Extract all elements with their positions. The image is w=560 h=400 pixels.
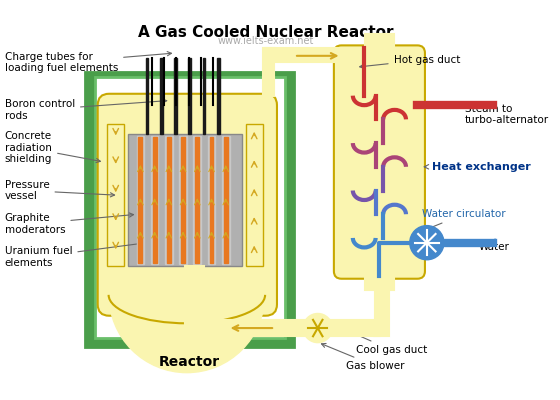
FancyBboxPatch shape xyxy=(85,72,294,347)
Bar xyxy=(151,136,158,264)
Bar xyxy=(185,266,204,338)
Bar xyxy=(195,137,199,263)
Bar xyxy=(165,136,172,264)
Circle shape xyxy=(304,314,332,342)
Bar xyxy=(188,58,191,134)
Bar xyxy=(224,137,228,263)
Text: Heat exchanger: Heat exchanger xyxy=(424,162,530,172)
Bar xyxy=(194,136,201,264)
Bar xyxy=(203,58,206,134)
Text: Charge tubes for
loading fuel elements: Charge tubes for loading fuel elements xyxy=(4,52,171,73)
Wedge shape xyxy=(109,295,265,373)
Bar xyxy=(138,137,142,263)
Text: Water circulator: Water circulator xyxy=(413,209,506,235)
Text: Steam to
turbo-alternator: Steam to turbo-alternator xyxy=(465,104,549,126)
Bar xyxy=(137,136,144,264)
Text: Water: Water xyxy=(479,242,510,252)
Text: Boron control
rods: Boron control rods xyxy=(4,99,167,121)
Bar xyxy=(181,137,185,263)
Text: Reactor: Reactor xyxy=(159,355,220,369)
Text: Cool gas duct: Cool gas duct xyxy=(345,330,427,355)
Bar xyxy=(209,137,213,263)
Text: www.ielts-exam.net: www.ielts-exam.net xyxy=(217,36,314,46)
Text: A Gas Cooled Nuclear Reactor: A Gas Cooled Nuclear Reactor xyxy=(138,24,393,40)
Text: Concrete
radiation
shielding: Concrete radiation shielding xyxy=(4,131,100,164)
Bar xyxy=(167,137,171,263)
Bar xyxy=(160,58,162,134)
FancyBboxPatch shape xyxy=(128,134,242,266)
FancyBboxPatch shape xyxy=(334,45,425,279)
Bar xyxy=(107,124,124,266)
Text: Graphite
moderators: Graphite moderators xyxy=(4,213,133,234)
Text: Hot gas duct: Hot gas duct xyxy=(360,55,460,68)
Bar xyxy=(190,320,380,336)
Bar xyxy=(263,48,274,96)
Bar xyxy=(265,48,361,62)
Bar xyxy=(146,58,148,134)
Bar xyxy=(153,137,156,263)
Circle shape xyxy=(410,226,444,260)
Text: Pressure
vessel: Pressure vessel xyxy=(4,180,115,201)
Bar xyxy=(107,124,124,266)
FancyBboxPatch shape xyxy=(97,94,277,316)
Bar xyxy=(365,34,394,53)
Bar xyxy=(174,58,177,134)
Bar xyxy=(217,58,220,134)
Bar xyxy=(365,271,394,290)
Bar xyxy=(222,136,230,264)
Text: Gas blower: Gas blower xyxy=(321,344,405,371)
Text: Uranium fuel
elements: Uranium fuel elements xyxy=(4,242,143,268)
Bar xyxy=(179,136,187,264)
Bar xyxy=(246,124,263,266)
Bar xyxy=(375,274,389,336)
FancyBboxPatch shape xyxy=(95,77,284,338)
Bar xyxy=(246,124,263,266)
Bar xyxy=(208,136,215,264)
